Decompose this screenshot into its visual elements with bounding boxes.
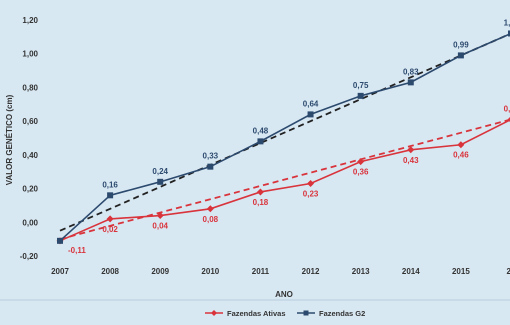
data-label: 0,02: [102, 225, 118, 234]
x-tick-label: 2007: [51, 267, 69, 276]
series-line: [59, 33, 510, 242]
data-point-marker: [507, 116, 510, 122]
data-label: 0,83: [403, 67, 419, 76]
y-tick-label: 0,80: [22, 83, 38, 92]
data-point-marker: [206, 205, 214, 213]
data-point-marker: [457, 52, 464, 59]
x-tick-label: 2012: [302, 267, 320, 276]
legend-label: Fazendas G2: [319, 309, 365, 318]
data-label: 0,36: [353, 168, 369, 177]
data-label: 0,48: [253, 126, 269, 135]
x-tick-label: 20: [507, 267, 510, 276]
data-point-marker: [407, 146, 415, 154]
data-label: 1,: [504, 18, 510, 27]
data-point-marker: [407, 79, 414, 86]
data-point-marker: [57, 237, 63, 244]
series-line: [59, 119, 510, 242]
data-label: 0,99: [453, 40, 469, 49]
x-tick-label: 2015: [452, 267, 470, 276]
data-point-marker: [156, 212, 164, 220]
data-point-marker: [256, 188, 264, 196]
data-label: 0,46: [453, 151, 469, 160]
legend-label: Fazendas Ativas: [227, 309, 286, 318]
trendline: [59, 118, 510, 241]
data-label: 0,08: [203, 215, 219, 224]
data-label: 0,64: [303, 99, 319, 108]
data-point-marker: [307, 111, 314, 118]
data-point-markers: [56, 30, 510, 245]
data-label: 0,33: [203, 152, 219, 161]
x-axis-title: ANO: [275, 290, 293, 299]
x-tick-label: 2014: [402, 267, 420, 276]
data-label: 0,16: [102, 180, 118, 189]
y-axis-title: VALOR GENÉTICO (cm): [5, 94, 14, 185]
data-labels: -0,11 0,02 0,04 0,08 0,18 0,23 0,36 0,43 0,46 0, 0…: [68, 18, 510, 254]
data-label: 0,75: [353, 81, 369, 90]
data-label: 0,18: [253, 198, 269, 207]
data-point-marker: [157, 178, 164, 185]
trendline: [59, 32, 510, 232]
data-point-marker: [357, 92, 364, 99]
legend-swatch-marker: [303, 310, 309, 316]
trendlines: [59, 32, 510, 241]
data-label: 0,43: [403, 156, 419, 165]
data-point-marker: [457, 141, 465, 149]
data-label: 0,: [504, 104, 510, 113]
x-tick-label: 2009: [151, 267, 169, 276]
y-tick-label: 1,20: [22, 16, 38, 25]
y-axis-ticks: -0,20 0,00 0,20 0,40 0,60 0,80 1,00 1,20: [20, 16, 39, 261]
x-axis-ticks: 2007 2008 2009 2010 2011 2012 2013 2014 2015 20: [51, 267, 510, 276]
data-point-marker: [257, 138, 264, 145]
y-tick-label: 1,00: [22, 50, 38, 59]
data-label: 0,24: [152, 167, 168, 176]
data-label: -0,11: [68, 246, 86, 255]
data-point-marker: [106, 215, 114, 223]
x-tick-label: 2011: [252, 267, 270, 276]
series-lines: [59, 33, 510, 242]
y-tick-label: 0,40: [22, 151, 38, 160]
x-tick-label: 2013: [352, 267, 370, 276]
data-point-marker: [508, 30, 510, 37]
data-point-marker: [307, 180, 315, 188]
legend: Fazendas Ativas Fazendas G2: [205, 309, 365, 318]
data-label: 0,04: [152, 222, 168, 231]
x-tick-label: 2008: [101, 267, 119, 276]
data-point-marker: [357, 158, 365, 166]
data-label: 0,23: [303, 190, 319, 199]
y-tick-label: 0,60: [22, 117, 38, 126]
legend-swatch-marker: [211, 310, 217, 316]
data-point-marker: [207, 163, 214, 170]
data-point-marker: [107, 192, 114, 199]
y-tick-label: 0,00: [22, 218, 38, 227]
x-tick-label: 2010: [201, 267, 219, 276]
y-tick-label: -0,20: [20, 252, 39, 261]
y-tick-label: 0,20: [22, 185, 38, 194]
